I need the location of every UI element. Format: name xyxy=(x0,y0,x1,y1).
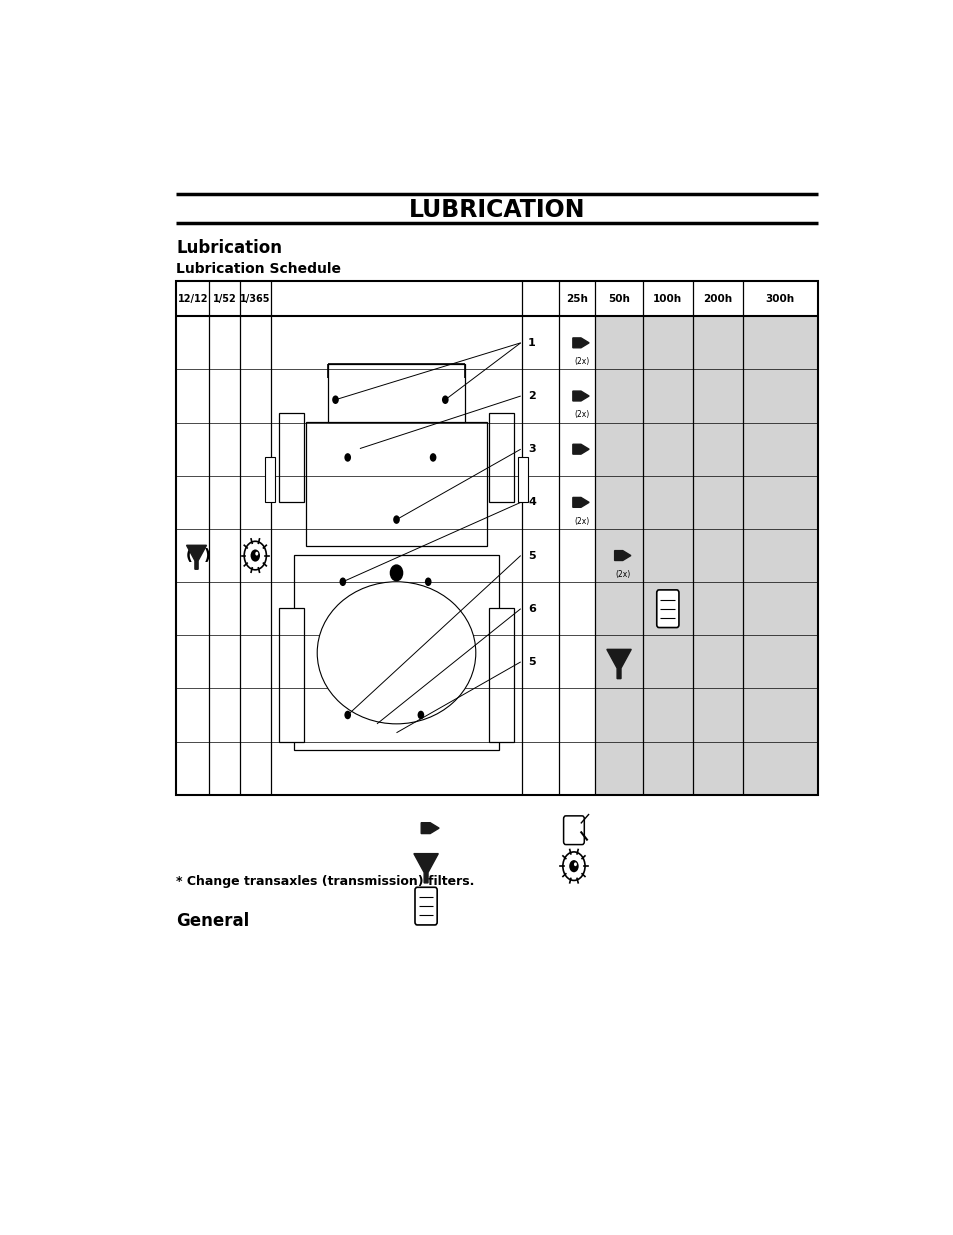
Text: 100h: 100h xyxy=(653,294,681,304)
Text: (: ( xyxy=(186,548,193,563)
Polygon shape xyxy=(606,650,631,679)
Circle shape xyxy=(393,515,399,524)
Bar xyxy=(265,457,274,501)
Circle shape xyxy=(417,710,424,719)
Text: 300h: 300h xyxy=(765,294,794,304)
Text: 6: 6 xyxy=(528,604,536,614)
Text: * Change transaxles (transmission) filters.: * Change transaxles (transmission) filte… xyxy=(176,874,474,888)
Circle shape xyxy=(339,578,346,587)
Circle shape xyxy=(390,566,402,580)
Bar xyxy=(595,582,817,635)
Bar xyxy=(279,412,303,501)
Text: (2x): (2x) xyxy=(574,516,589,526)
Circle shape xyxy=(441,395,448,404)
Bar xyxy=(518,457,528,501)
Bar xyxy=(306,422,486,546)
Text: Lubrication: Lubrication xyxy=(176,238,282,257)
Text: 12/12: 12/12 xyxy=(177,294,208,304)
Text: 4: 4 xyxy=(528,498,536,508)
Bar xyxy=(595,422,817,475)
Circle shape xyxy=(569,860,578,872)
Text: 1/365: 1/365 xyxy=(240,294,271,304)
Text: 3: 3 xyxy=(528,445,536,454)
Text: ): ) xyxy=(204,548,211,563)
FancyArrow shape xyxy=(421,823,438,834)
Text: (2x): (2x) xyxy=(616,569,631,579)
Circle shape xyxy=(251,550,260,562)
Circle shape xyxy=(255,552,258,556)
FancyArrow shape xyxy=(614,551,630,561)
Bar xyxy=(595,635,817,688)
Circle shape xyxy=(332,395,338,404)
Bar xyxy=(595,688,817,742)
Bar xyxy=(279,609,303,741)
Text: 50h: 50h xyxy=(607,294,629,304)
Bar xyxy=(595,316,817,369)
Text: 1: 1 xyxy=(528,338,536,348)
Circle shape xyxy=(562,852,584,881)
Bar xyxy=(489,412,513,501)
Text: (2x): (2x) xyxy=(574,410,589,419)
FancyBboxPatch shape xyxy=(415,887,436,925)
FancyArrow shape xyxy=(572,391,589,401)
Polygon shape xyxy=(414,853,437,883)
Text: 5: 5 xyxy=(528,657,536,667)
Bar xyxy=(595,475,817,529)
Ellipse shape xyxy=(317,582,476,724)
Text: 5: 5 xyxy=(528,551,536,561)
FancyArrow shape xyxy=(572,498,589,508)
Text: 25h: 25h xyxy=(566,294,588,304)
FancyArrow shape xyxy=(572,445,589,454)
Polygon shape xyxy=(187,546,206,569)
Bar xyxy=(328,364,464,422)
FancyBboxPatch shape xyxy=(563,816,583,845)
Text: 200h: 200h xyxy=(702,294,732,304)
FancyArrow shape xyxy=(572,338,589,348)
Text: 1/52: 1/52 xyxy=(213,294,236,304)
Circle shape xyxy=(574,862,577,866)
Bar xyxy=(595,529,817,582)
Circle shape xyxy=(429,453,436,462)
Circle shape xyxy=(344,453,351,462)
Bar xyxy=(595,742,817,795)
Circle shape xyxy=(424,578,431,587)
Bar xyxy=(595,369,817,422)
FancyBboxPatch shape xyxy=(656,590,679,627)
Bar xyxy=(294,555,498,751)
Circle shape xyxy=(244,541,266,569)
Bar xyxy=(176,282,817,795)
Circle shape xyxy=(344,710,351,719)
Text: (2x): (2x) xyxy=(574,357,589,366)
Text: 2: 2 xyxy=(528,391,536,401)
Text: General: General xyxy=(176,911,249,930)
Text: LUBRICATION: LUBRICATION xyxy=(409,198,585,222)
Text: Lubrication Schedule: Lubrication Schedule xyxy=(176,262,341,277)
Bar xyxy=(489,609,513,741)
